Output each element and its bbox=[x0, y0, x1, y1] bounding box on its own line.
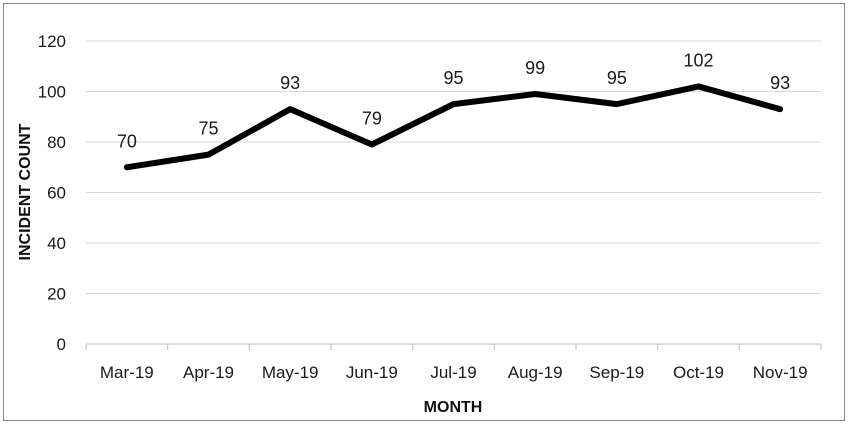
x-tick-label: Sep-19 bbox=[589, 363, 644, 382]
x-tick-label: Nov-19 bbox=[753, 363, 808, 382]
x-tick-label: Aug-19 bbox=[508, 363, 563, 382]
series-line bbox=[123, 83, 784, 171]
y-tick-label: 120 bbox=[38, 32, 66, 51]
x-tick-label: Mar-19 bbox=[100, 363, 154, 382]
data-point bbox=[288, 107, 292, 111]
data-point bbox=[125, 165, 129, 169]
series-incident-count bbox=[123, 83, 784, 171]
data-label: 93 bbox=[280, 73, 300, 93]
data-label: 93 bbox=[770, 73, 790, 93]
x-axis bbox=[85, 343, 822, 350]
data-label: 75 bbox=[198, 119, 218, 139]
x-axis-title: MONTH bbox=[424, 399, 483, 416]
data-label: 95 bbox=[443, 68, 463, 88]
y-tick-label: 40 bbox=[47, 234, 66, 253]
gridlines bbox=[86, 40, 821, 294]
data-label: 70 bbox=[117, 131, 137, 151]
y-axis-title: INCIDENT COUNT bbox=[17, 123, 34, 260]
data-label: 95 bbox=[607, 68, 627, 88]
data-label: 102 bbox=[683, 50, 713, 70]
y-tick-labels: 0 20 40 60 80 100 120 bbox=[38, 32, 66, 354]
data-point bbox=[370, 143, 374, 147]
data-point bbox=[615, 102, 619, 106]
data-point bbox=[697, 84, 700, 88]
x-tick-label: Oct-19 bbox=[673, 363, 724, 382]
data-label: 79 bbox=[362, 109, 382, 129]
y-tick-label: 80 bbox=[47, 133, 66, 152]
y-tick-label: 60 bbox=[47, 184, 66, 203]
data-point bbox=[452, 102, 455, 106]
data-label: 99 bbox=[525, 58, 545, 78]
x-tick-labels: Mar-19 Apr-19 May-19 Jun-19 Jul-19 Aug-19 Sep-… bbox=[100, 363, 808, 382]
data-point bbox=[778, 107, 782, 111]
data-point bbox=[533, 92, 537, 96]
x-tick-label: Apr-19 bbox=[183, 363, 234, 382]
data-point bbox=[207, 153, 210, 157]
x-tick-label: Jun-19 bbox=[346, 363, 398, 382]
chart-frame bbox=[3, 3, 845, 421]
x-tick-label: May-19 bbox=[262, 363, 319, 382]
y-tick-label: 0 bbox=[57, 335, 66, 354]
x-tick-label: Jul-19 bbox=[430, 363, 476, 382]
data-labels: 70 75 93 79 95 99 95 102 93 bbox=[117, 50, 790, 151]
y-tick-label: 20 bbox=[47, 285, 66, 304]
y-tick-label: 100 bbox=[38, 83, 66, 102]
